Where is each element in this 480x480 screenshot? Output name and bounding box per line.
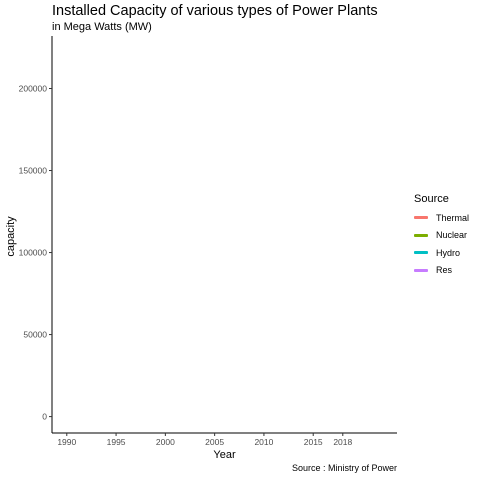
y-tick-label: 200000 <box>19 83 48 93</box>
legend-item-nuclear: Nuclear <box>414 227 469 245</box>
legend-label-nuclear: Nuclear <box>436 230 468 241</box>
legend-label-hydro: Hydro <box>436 247 461 258</box>
x-axis-title: Year <box>213 449 236 461</box>
legend-item-thermal: Thermal <box>414 209 469 227</box>
y-tick-label: 150000 <box>19 166 48 176</box>
y-tick-label: 0 <box>42 412 47 422</box>
legend-key-thermal <box>414 216 428 220</box>
legend-item-hydro: Hydro <box>414 244 469 262</box>
legend-item-res: Res <box>414 262 469 280</box>
legend: Source Thermal Nuclear Hydro Res <box>414 193 469 279</box>
x-tick-label: 2018 <box>333 437 352 447</box>
x-tick-label: 1990 <box>57 437 76 447</box>
legend-title: Source <box>414 193 449 205</box>
chart-title: Installed Capacity of various types of P… <box>52 3 378 19</box>
y-axis-title: capacity <box>5 216 17 257</box>
x-tick-label: 2015 <box>304 437 323 447</box>
x-tick-label: 2010 <box>254 437 273 447</box>
x-tick-label: 2000 <box>156 437 175 447</box>
chart-subtitle: in Mega Watts (MW) <box>52 21 152 33</box>
y-tick-label: 100000 <box>19 248 48 258</box>
legend-label-res: Res <box>436 265 453 276</box>
legend-key-res <box>414 268 428 272</box>
legend-key-hydro <box>414 251 428 255</box>
x-tick-label: 2005 <box>205 437 224 447</box>
y-tick-label: 50000 <box>23 330 47 340</box>
legend-key-nuclear <box>414 233 428 237</box>
legend-label-thermal: Thermal <box>436 212 470 223</box>
x-tick-label: 1995 <box>107 437 126 447</box>
chart-caption: Source : Ministry of Power <box>291 463 397 473</box>
